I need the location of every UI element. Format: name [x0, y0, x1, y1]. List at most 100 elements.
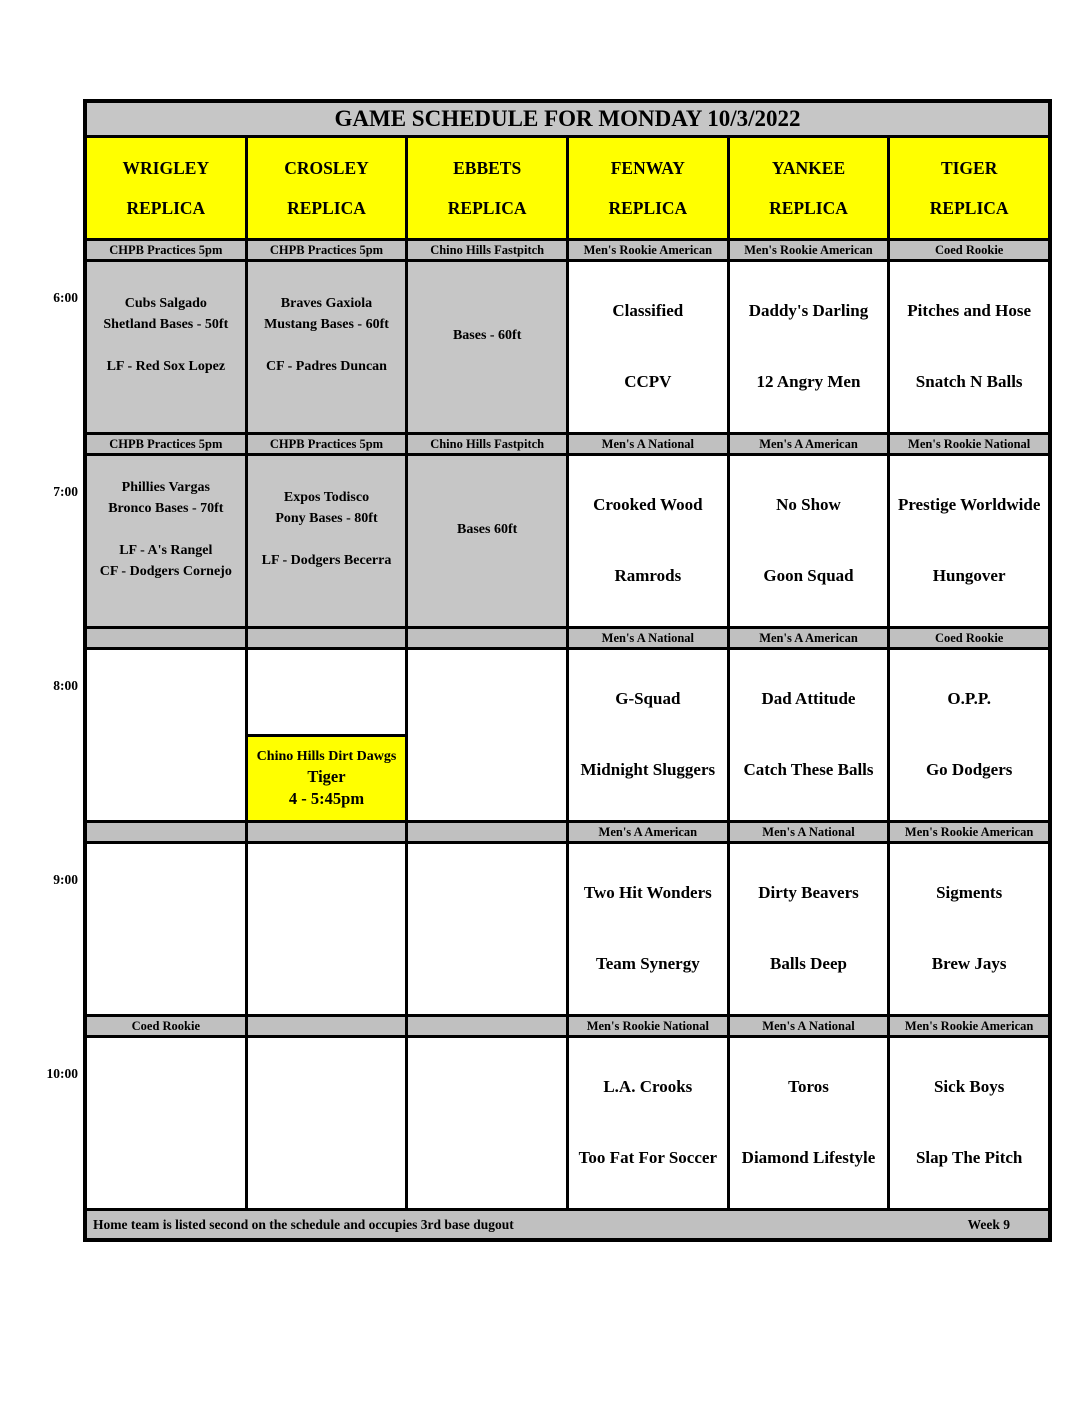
- highlight-block: Chino Hills Dirt Dawgs Tiger 4 - 5:45pm: [247, 734, 406, 820]
- empty-cell: [87, 650, 245, 820]
- venue-name: TIGER: [940, 157, 998, 178]
- venue-header-fenway: FENWAY REPLICA: [569, 138, 727, 238]
- home-team: Team Synergy: [595, 954, 700, 974]
- time-label-9: 9:00: [53, 872, 78, 887]
- week-label: Week 9: [967, 1216, 1010, 1232]
- away-team: Sick Boys: [933, 1077, 1005, 1097]
- league-band: [87, 823, 245, 841]
- league-band: Men's Rookie American: [890, 1017, 1048, 1035]
- league-band: [87, 629, 245, 647]
- away-team: No Show: [776, 495, 841, 515]
- venue-name: EBBETS: [453, 157, 522, 178]
- empty-cell: [87, 1038, 245, 1208]
- league-band: Men's Rookie American: [890, 823, 1048, 841]
- practice-text: Phillies Vargas Bronco Bases - 70ft LF -…: [99, 479, 232, 579]
- league-band: Coed Rookie: [890, 629, 1048, 647]
- empty-cell: [408, 844, 566, 1014]
- league-band: Men's Rookie National: [569, 1017, 727, 1035]
- venue-type: REPLICA: [447, 197, 527, 218]
- venue-name: FENWAY: [610, 157, 685, 178]
- league-band: CHPB Practices 5pm: [87, 241, 245, 259]
- home-team: 12 Angry Men: [756, 372, 861, 392]
- highlight-time: 4 - 5:45pm: [288, 788, 365, 808]
- league-band: CHPB Practices 5pm: [247, 435, 406, 453]
- empty-cell: [408, 1038, 566, 1208]
- league-band: Men's Rookie American: [729, 241, 888, 259]
- time-label-6: 6:00: [53, 290, 78, 305]
- away-team: Classified: [612, 301, 684, 321]
- league-band: Coed Rookie: [890, 241, 1048, 259]
- game-cell: L.A. Crooks Too Fat For Soccer: [569, 1038, 727, 1208]
- home-team: Goon Squad: [763, 566, 854, 586]
- home-team: Ramrods: [614, 566, 682, 586]
- venue-type: REPLICA: [287, 197, 366, 218]
- away-team: O.P.P.: [947, 689, 991, 709]
- league-band: [408, 629, 566, 647]
- home-team: Too Fat For Soccer: [578, 1148, 717, 1168]
- footer-bar: Home team is listed second on the schedu…: [87, 1211, 1048, 1238]
- away-team: Daddy's Darling: [748, 301, 869, 321]
- game-cell: Prestige Worldwide Hungover: [890, 456, 1048, 626]
- empty-cell: [87, 844, 245, 1014]
- game-cell: Daddy's Darling 12 Angry Men: [729, 262, 888, 432]
- league-band: Men's A National: [569, 629, 727, 647]
- time-label-8: 8:00: [53, 678, 78, 693]
- away-team: Dirty Beavers: [758, 883, 859, 903]
- practice-cell: Bases - 60ft: [408, 262, 566, 432]
- league-band: Men's A National: [729, 1017, 888, 1035]
- away-team: Prestige Worldwide: [897, 495, 1041, 515]
- league-band: Men's A National: [569, 435, 727, 453]
- game-cell: Classified CCPV: [569, 262, 727, 432]
- league-band: Chino Hills Fastpitch: [408, 241, 566, 259]
- league-band: Men's Rookie American: [569, 241, 727, 259]
- venue-header-crosley: CROSLEY REPLICA: [247, 138, 406, 238]
- league-band: [247, 823, 406, 841]
- page-title: GAME SCHEDULE FOR MONDAY 10/3/2022: [87, 103, 1048, 135]
- practice-text: Expos Todisco Pony Bases - 80ft LF - Dod…: [261, 490, 392, 568]
- empty-cell: [247, 1038, 406, 1208]
- highlight-team: Chino Hills Dirt Dawgs: [256, 748, 397, 764]
- home-team: Catch These Balls: [743, 760, 874, 780]
- empty-cell: [408, 650, 566, 820]
- venue-type: REPLICA: [769, 197, 848, 218]
- venue-header-yankee: YANKEE REPLICA: [729, 138, 888, 238]
- away-team: Sigments: [936, 883, 1003, 903]
- home-team: Balls Deep: [770, 954, 847, 974]
- league-band: Chino Hills Fastpitch: [408, 435, 566, 453]
- practice-text: Bases 60ft: [457, 521, 518, 537]
- league-band: Men's A National: [729, 823, 888, 841]
- game-cell: Crooked Wood Ramrods: [569, 456, 727, 626]
- league-band: Men's A American: [729, 435, 888, 453]
- game-cell: G-Squad Midnight Sluggers: [569, 650, 727, 820]
- league-band: [408, 823, 566, 841]
- practice-cell: Phillies Vargas Bronco Bases - 70ft LF -…: [87, 456, 245, 626]
- game-cell: Dad Attitude Catch These Balls: [729, 650, 888, 820]
- home-team: Slap The Pitch: [915, 1148, 1023, 1168]
- venue-name: YANKEE: [771, 157, 846, 178]
- venue-name: CROSLEY: [284, 157, 369, 178]
- highlight-cell: Chino Hills Dirt Dawgs Tiger 4 - 5:45pm: [247, 650, 406, 820]
- practice-cell: Expos Todisco Pony Bases - 80ft LF - Dod…: [247, 456, 406, 626]
- home-team: Diamond Lifestyle: [741, 1148, 876, 1168]
- venue-name: WRIGLEY: [122, 157, 210, 178]
- venue-header-ebbets: EBBETS REPLICA: [408, 138, 566, 238]
- league-band: CHPB Practices 5pm: [87, 435, 245, 453]
- home-team: CCPV: [624, 372, 672, 392]
- league-band: [247, 629, 406, 647]
- league-band: [408, 1017, 566, 1035]
- empty-cell: [247, 844, 406, 1014]
- time-label-7: 7:00: [53, 484, 78, 499]
- practice-text: Bases - 60ft: [452, 327, 522, 343]
- away-team: Toros: [788, 1077, 829, 1097]
- league-band: [247, 1017, 406, 1035]
- practice-cell: Bases 60ft: [408, 456, 566, 626]
- practice-cell: Cubs Salgado Shetland Bases - 50ft LF - …: [87, 262, 245, 432]
- away-team: Crooked Wood: [593, 495, 703, 515]
- venue-header-tiger: TIGER REPLICA: [890, 138, 1048, 238]
- league-band: Men's Rookie National: [890, 435, 1048, 453]
- game-cell: Sigments Brew Jays: [890, 844, 1048, 1014]
- home-team: Midnight Sluggers: [580, 760, 716, 780]
- venue-header-wrigley: WRIGLEY REPLICA: [87, 138, 245, 238]
- game-cell: Toros Diamond Lifestyle: [729, 1038, 888, 1208]
